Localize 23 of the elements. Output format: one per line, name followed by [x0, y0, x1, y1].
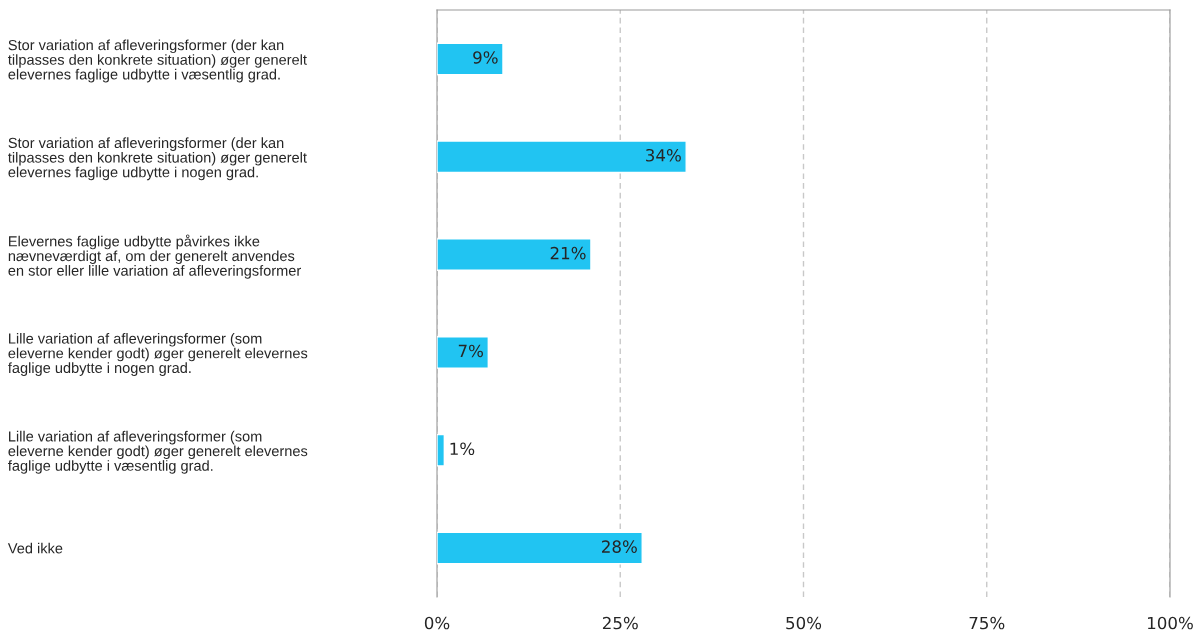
y-tick-label: Stor variation af afleveringsformer (der kan tilpasses den konkrete situation) øger generelt elevernes faglige udbytte i væsentlig grad. — [8, 39, 307, 83]
bar — [437, 433, 446, 467]
x-tick-label: 50% — [786, 616, 822, 630]
x-tick-label: 75% — [969, 616, 1005, 630]
y-tick-label: Elevernes faglige udbytte påvirkes ikke nævneværdigt af, om der generelt anvendes en stor eller lille variation af afleveringsformer — [8, 234, 301, 279]
x-tick-label: 0% — [424, 616, 450, 630]
y-tick-label: Ved ikke — [7, 542, 63, 554]
y-tick-label: Lille variation af afleveringsformer (som eleverne kender godt) øger generelt elevernes faglige udbytte i nogen grad. — [8, 333, 308, 376]
x-tick-label: 25% — [602, 616, 638, 630]
bar — [437, 336, 490, 369]
data-label: 28% — [602, 540, 637, 553]
bar — [437, 42, 504, 76]
data-label: 34% — [646, 148, 681, 162]
data-label: 7% — [458, 344, 483, 358]
bar — [437, 140, 687, 174]
data-label: 21% — [550, 246, 586, 260]
y-tick-label: Lille variation af afleveringsformer (som eleverne kender godt) øger generelt elevernes faglige udbytte i væsentlig grad. — [8, 430, 308, 474]
x-tick-label: 100% — [1148, 616, 1193, 630]
bar — [437, 531, 643, 565]
data-label: 1% — [450, 442, 475, 456]
y-tick-label: Stor variation af afleveringsformer (der kan tilpasses den konkrete situation) øger generelt elevernes faglige udbytte i nogen grad. — [8, 137, 307, 181]
data-label: 9% — [473, 51, 498, 64]
bar — [437, 238, 592, 271]
